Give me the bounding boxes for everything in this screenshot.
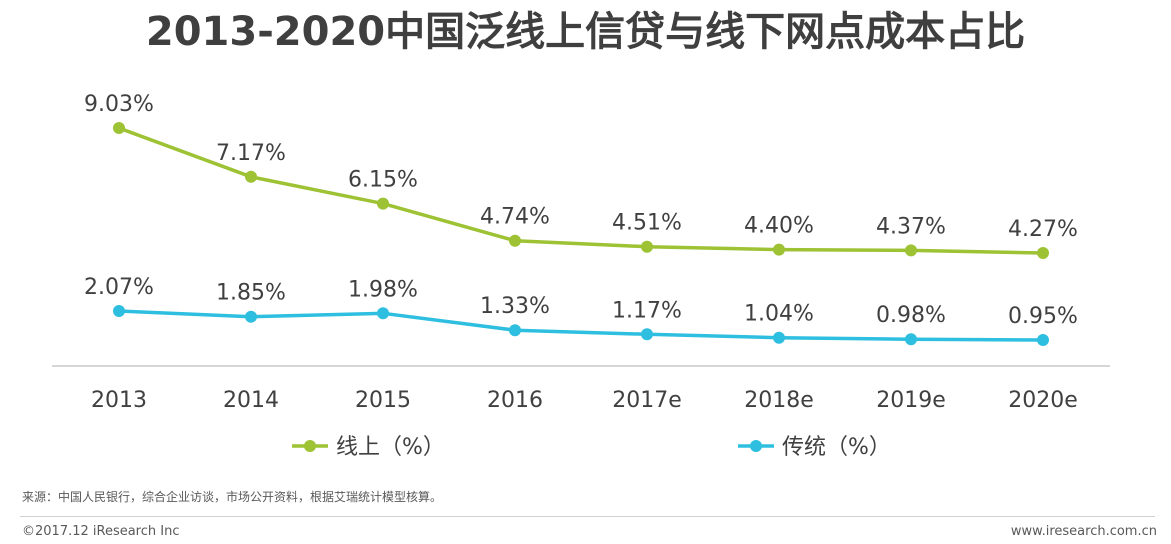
- source-note: 来源：中国人民银行，综合企业访谈，市场公开资料，根据艾瑞统计模型核算。: [22, 490, 443, 504]
- website-link[interactable]: www.iresearch.com.cn: [1010, 524, 1157, 539]
- data-label: 0.98%: [876, 303, 946, 328]
- x-tick-label: 2017e: [612, 388, 682, 413]
- x-tick-label: 2018e: [744, 388, 814, 413]
- legend-item: 线上（%）: [292, 435, 445, 460]
- data-point: [905, 244, 917, 257]
- data-point: [377, 307, 389, 320]
- series-line: [117, 126, 1045, 255]
- x-tick-label: 2019e: [876, 388, 946, 413]
- data-label: 1.85%: [216, 281, 286, 306]
- x-tick-label: 2014: [223, 388, 279, 413]
- data-point: [773, 243, 785, 256]
- legend-item: 传统（%）: [738, 435, 891, 460]
- copyright-text: ©2017.12 iResearch Inc: [22, 524, 180, 539]
- line-chart: 9.03% 7.17% 6.15% 4.74% 4.51% 4.40% 4.37% 4.27%…: [52, 92, 1110, 460]
- data-point: [245, 170, 257, 183]
- data-label: 4.27%: [1008, 217, 1078, 242]
- data-label: 4.37%: [876, 214, 946, 239]
- data-point: [641, 328, 653, 341]
- data-label: 1.98%: [348, 277, 418, 302]
- data-point: [113, 305, 125, 317]
- data-point: [113, 122, 125, 134]
- x-tick-label: 2015: [355, 388, 411, 413]
- data-label: 1.04%: [744, 302, 814, 327]
- data-point: [1037, 247, 1049, 259]
- data-label: 1.33%: [480, 294, 550, 319]
- footer-divider: [20, 516, 1155, 517]
- data-label: 0.95%: [1008, 304, 1078, 329]
- x-tick-label: 2016: [487, 388, 543, 413]
- data-point: [1037, 334, 1049, 346]
- series-line: [117, 309, 1045, 342]
- x-tick-label: 2013: [91, 388, 147, 413]
- data-label: 1.17%: [612, 298, 682, 323]
- data-point: [377, 197, 389, 210]
- legend-swatch-marker: [750, 440, 762, 452]
- legend-swatch-marker: [304, 440, 316, 452]
- data-label: 9.03%: [84, 92, 154, 117]
- data-point: [905, 333, 917, 346]
- series-traditional: 2.07% 1.85% 1.98% 1.33% 1.17% 1.04% 0.98% 0.95%: [84, 275, 1078, 346]
- data-label: 2.07%: [84, 275, 154, 300]
- data-label: 6.15%: [348, 168, 418, 193]
- data-label: 4.40%: [744, 214, 814, 239]
- data-label: 4.51%: [612, 211, 682, 236]
- data-point: [641, 240, 653, 253]
- legend-label: 传统（%）: [782, 435, 891, 460]
- legend-label: 线上（%）: [336, 435, 445, 460]
- data-label: 7.17%: [216, 141, 286, 166]
- data-point: [509, 234, 521, 247]
- data-point: [245, 310, 257, 323]
- data-point: [509, 324, 521, 337]
- series-online: 9.03% 7.17% 6.15% 4.74% 4.51% 4.40% 4.37% 4.27%: [84, 92, 1078, 259]
- chart-title: 2013-2020中国泛线上信贷与线下网点成本占比: [145, 9, 1026, 55]
- data-label: 4.74%: [480, 205, 550, 230]
- x-tick-label: 2020e: [1008, 388, 1078, 413]
- data-point: [773, 331, 785, 344]
